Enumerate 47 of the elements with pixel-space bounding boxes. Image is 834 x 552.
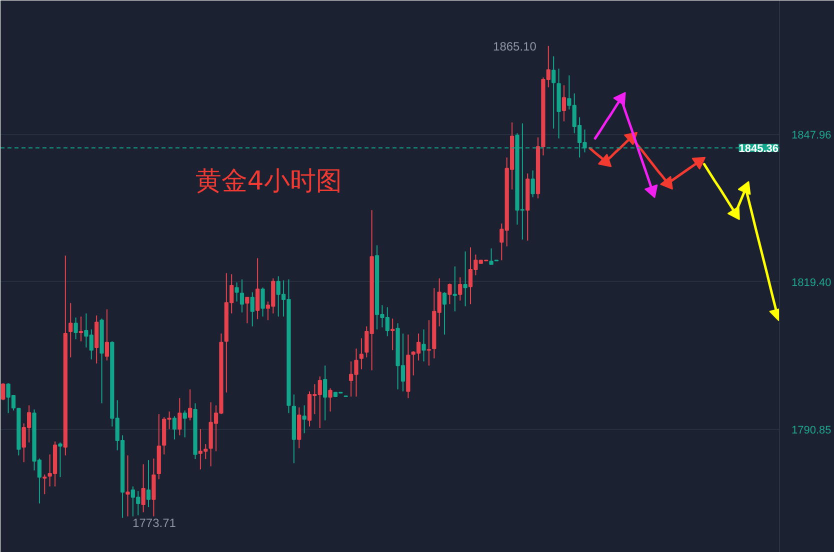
point — [738, 181, 751, 195]
candlestick — [422, 328, 426, 362]
y-tick-label: 1790.85 — [792, 424, 832, 436]
candlestick — [256, 258, 260, 320]
candlestick — [178, 398, 182, 436]
candlestick — [104, 308, 110, 361]
candlestick — [260, 287, 265, 318]
candlestick — [78, 316, 84, 342]
candlestick — [250, 292, 254, 327]
candlestick — [323, 365, 328, 421]
point — [727, 206, 740, 220]
candlestick — [426, 320, 432, 366]
candlestick — [458, 276, 462, 302]
candlestick — [42, 474, 47, 495]
candlestick — [463, 250, 468, 307]
candlestick — [1, 382, 6, 401]
candlestick — [126, 454, 130, 517]
candlestick — [146, 460, 151, 508]
text: 黄金4小时图 — [195, 166, 342, 197]
candlestick — [188, 388, 192, 421]
y-tick-label: 1847.96 — [792, 129, 832, 142]
candlestick — [141, 464, 146, 513]
candlestick — [442, 292, 447, 336]
candlestick — [234, 282, 239, 302]
candlestick — [172, 416, 177, 440]
candlestick — [448, 282, 452, 305]
y-tick-label: 1819.40 — [792, 276, 832, 289]
candlestick — [245, 296, 250, 324]
point — [660, 176, 673, 190]
point — [692, 156, 706, 170]
candlestick — [552, 56, 556, 130]
point — [598, 154, 612, 168]
candlestick — [302, 404, 306, 434]
annotation: 1865.10 — [493, 39, 537, 54]
ref-line-label: 1845.36 — [738, 142, 779, 155]
annotation: 1773.71 — [132, 516, 176, 530]
candlestick — [530, 170, 535, 198]
candlestick — [359, 338, 364, 370]
candlestick — [328, 388, 332, 412]
candlestick — [390, 318, 395, 351]
candlestick — [74, 317, 78, 340]
candlestick — [68, 302, 73, 358]
candlestick — [562, 84, 566, 122]
candlestick — [182, 410, 187, 438]
candlestick — [58, 442, 62, 478]
candlestick — [452, 266, 457, 312]
candlestick — [240, 278, 244, 313]
